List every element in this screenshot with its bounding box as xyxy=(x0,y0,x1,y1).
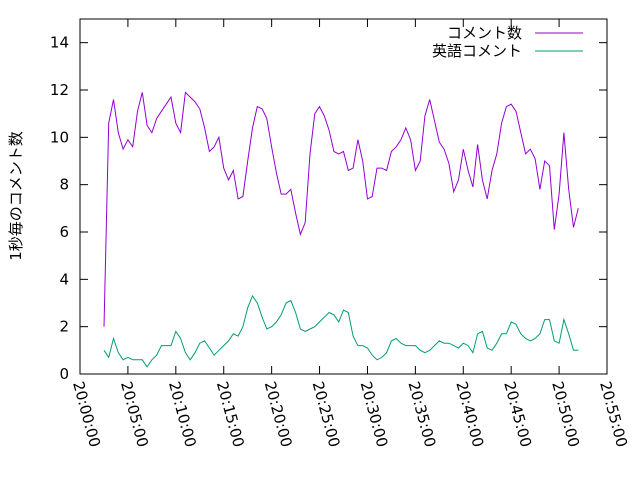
legend-label-2: 英語コメント xyxy=(432,42,522,60)
x-tick-label: 20:00:00 xyxy=(69,379,104,449)
legend-label-1: コメント数 xyxy=(447,24,522,42)
y-tick-label: 10 xyxy=(50,128,69,146)
x-tick-label: 20:45:00 xyxy=(500,379,535,449)
x-tick-label: 20:30:00 xyxy=(357,379,392,449)
x-tick-label: 20:25:00 xyxy=(309,379,344,449)
series-line-2 xyxy=(103,294,579,368)
y-tick-label: 8 xyxy=(59,176,69,194)
y-tick-label: 6 xyxy=(59,223,69,241)
series-lines xyxy=(103,91,579,368)
y-axis-label: 1秒毎のコメント数 xyxy=(7,131,25,261)
y-tick-label: 0 xyxy=(59,365,69,383)
y-tick-label: 2 xyxy=(59,318,69,336)
y-axis: 0 2 4 6 8 10 12 14 xyxy=(50,34,607,383)
x-tick-label: 20:15:00 xyxy=(213,379,248,449)
plot-border xyxy=(79,18,608,375)
y-tick-label: 14 xyxy=(50,34,69,52)
x-tick-label: 20:55:00 xyxy=(596,379,631,449)
x-tick-label: 20:05:00 xyxy=(117,379,152,449)
x-tick-label: 20:35:00 xyxy=(404,379,439,449)
y-tick-label: 4 xyxy=(59,270,69,288)
x-tick-label: 20:40:00 xyxy=(452,379,487,449)
y-tick-label: 12 xyxy=(50,81,69,99)
series-line-1 xyxy=(103,91,579,327)
x-axis: 20:00:00 20:05:00 20:10:00 20:15:00 20:20:00… xyxy=(69,19,631,449)
x-tick-label: 20:10:00 xyxy=(165,379,200,449)
x-tick-label: 20:50:00 xyxy=(548,379,583,449)
x-tick-label: 20:20:00 xyxy=(261,379,296,449)
